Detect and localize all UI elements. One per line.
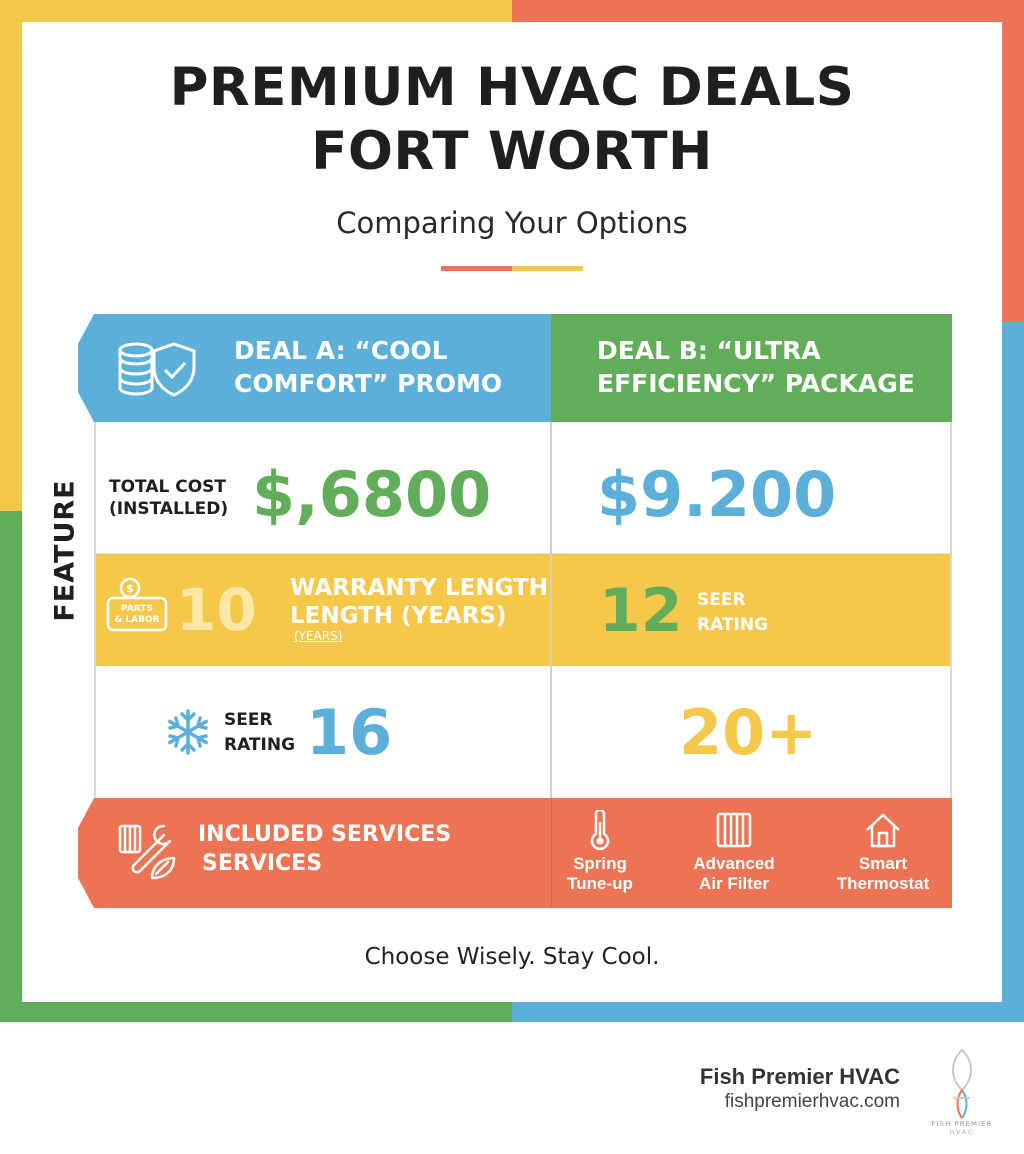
svg-text:$: $ [126, 582, 134, 595]
row-seer: SEER RATING 16 20+ [94, 666, 952, 798]
thermometer-icon [590, 810, 610, 850]
deal-a-title-line-1: DEAL A: “COOL [234, 336, 448, 365]
page-title: PREMIUM HVAC DEALS FORT WORTH [0, 56, 1024, 184]
service-2-line-1: Advanced [693, 854, 775, 873]
table-header-row: DEAL A: “COOL COMFORT” PROMO DEAL B: “UL… [78, 314, 952, 422]
deal-b-cost-cell: $9.200 [551, 422, 952, 553]
feature-axis-label: FEATURE [40, 479, 90, 640]
tagline: Choose Wisely. Stay Cool. [364, 944, 660, 970]
house-icon [866, 813, 900, 848]
deal-b-warranty-label: SEER RATING [697, 588, 768, 638]
seer-label-line-1: SEER [224, 710, 273, 730]
deal-b-warranty-label-line-1: SEER [697, 590, 746, 610]
parts-labor-badge-icon: $ [106, 577, 168, 632]
air-filter-icon [716, 812, 752, 848]
deal-b-warranty-value: 12 [599, 576, 683, 646]
deal-b-seer-cell: 20+ [551, 666, 952, 798]
deal-a-seer-value: 16 [306, 696, 393, 769]
service-3-line-1: Smart [858, 854, 908, 873]
page-subtitle: Comparing Your Options [336, 206, 688, 240]
deal-b-warranty-label-line-2: RATING [697, 615, 769, 635]
brand-name: Fish Premier HVAC [699, 1064, 900, 1089]
tools-leaf-icon [118, 824, 176, 880]
logo-text: FISH PREMIER [932, 1120, 993, 1128]
row-included-services: INCLUDED SERVICES SERVICES Spring Tune-u… [78, 798, 952, 908]
deal-b-services-cell: Spring Tune-up Advanced Air Filter [551, 798, 952, 908]
seer-label-line-2: RATING [224, 735, 296, 755]
comparison-table: DEAL A: “COOL COMFORT” PROMO DEAL B: “UL… [78, 314, 952, 908]
fish-premier-logo-icon: FISH PREMIER HVAC [932, 1048, 993, 1136]
service-advanced-air-filter: Advanced Air Filter [684, 810, 784, 894]
title-line-1: PREMIUM HVAC DEALS [169, 57, 855, 118]
service-smart-thermostat: Smart Thermostat [828, 810, 938, 894]
services-label: INCLUDED SERVICES SERVICES [198, 820, 451, 878]
deal-b-title-line-2: EFFICIENCY” PACKAGE [597, 369, 915, 398]
table-border-right [950, 422, 952, 798]
deal-a-warranty-value: 10 [176, 576, 257, 644]
deal-a-services-cell: INCLUDED SERVICES SERVICES [78, 798, 551, 908]
logo-subtext: HVAC [950, 1129, 974, 1136]
deal-a-title: DEAL A: “COOL COMFORT” PROMO [234, 334, 502, 400]
accent-bar-orange [441, 266, 512, 271]
parts-labor-badge-text: PARTS & LABOR [108, 604, 166, 626]
deal-a-title-line-2: COMFORT” PROMO [234, 369, 503, 398]
services-arrow-tab [78, 798, 94, 908]
deal-b-title: DEAL B: “ULTRA EFFICIENCY” PACKAGE [597, 334, 915, 400]
service-2-line-2: Air Filter [699, 874, 769, 893]
deal-a-warranty-cell: $ PARTS & LABOR 10 WARRANTY LENGTH LENGT… [94, 554, 551, 666]
service-3-line-2: Thermostat [836, 874, 930, 893]
header-arrow-tab [78, 314, 94, 422]
table-border-left [94, 422, 96, 798]
warranty-label-line-1: WARRANTY LENGTH [290, 575, 548, 601]
column-divider [550, 422, 552, 798]
deal-b-warranty-cell: 12 SEER RATING [551, 554, 952, 666]
badge-line-1: PARTS [121, 604, 153, 614]
service-spring-tune-up: Spring Tune-up [550, 810, 650, 894]
services-label-line-2: SERVICES [202, 851, 323, 876]
cost-label-line-1: TOTAL COST [109, 477, 226, 497]
row-total-cost: TOTAL COST (INSTALLED) $,6800 $9.200 [94, 422, 952, 554]
cost-label-line-2: (INSTALLED) [109, 499, 229, 519]
feature-label: FEATURE [49, 479, 81, 622]
badge-line-2: & LABOR [114, 615, 160, 625]
deal-a-cost-cell: TOTAL COST (INSTALLED) $,6800 [94, 422, 551, 553]
seer-label: SEER RATING [224, 708, 295, 758]
row-warranty: $ PARTS & LABOR 10 WARRANTY LENGTH LENGT… [94, 554, 952, 666]
deal-b-title-line-1: DEAL B: “ULTRA [597, 336, 821, 365]
deal-b-cost-value: $9.200 [597, 458, 837, 531]
deal-a-seer-cell: SEER RATING 16 [94, 666, 551, 798]
snowflake-icon [168, 709, 208, 755]
services-label-line-1: INCLUDED SERVICES [198, 822, 452, 847]
brand-url[interactable]: fishpremierhvac.com [724, 1091, 900, 1112]
deal-a-cost-value: $,6800 [252, 458, 492, 531]
warranty-label: WARRANTY LENGTH LENGTH (YEARS) [290, 574, 548, 630]
deal-a-header: DEAL A: “COOL COMFORT” PROMO [78, 314, 551, 422]
accent-bar-yellow [512, 266, 583, 271]
service-1-line-1: Spring [573, 854, 627, 873]
title-line-2: FORT WORTH [311, 121, 713, 182]
warranty-label-small: (YEARS) [294, 629, 343, 643]
deal-b-seer-value: 20+ [679, 696, 818, 769]
cost-label: TOTAL COST (INSTALLED) [109, 476, 228, 520]
warranty-label-line-2: LENGTH (YEARS) [290, 603, 507, 629]
deal-b-header: DEAL B: “ULTRA EFFICIENCY” PACKAGE [551, 314, 952, 422]
coins-shield-icon [118, 342, 196, 397]
service-1-line-2: Tune-up [567, 874, 633, 893]
